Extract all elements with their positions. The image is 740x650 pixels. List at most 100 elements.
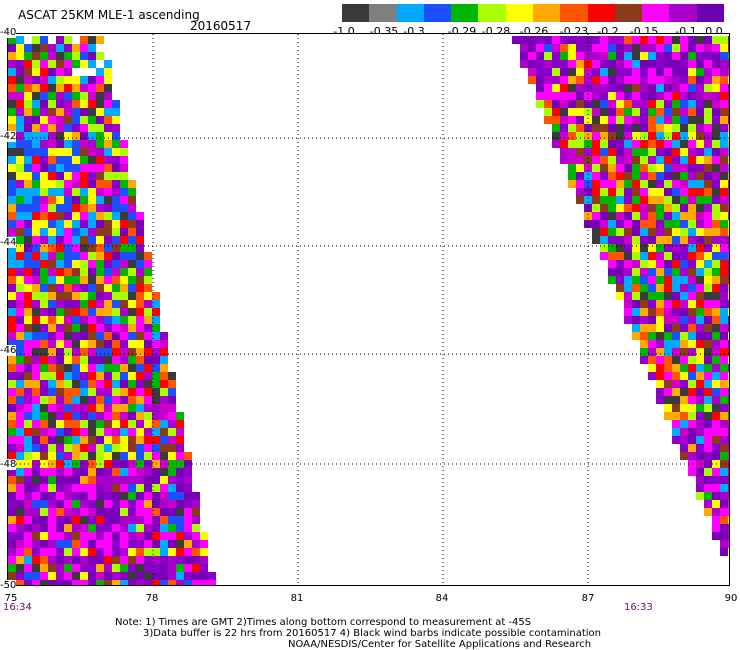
swath-cell [656, 212, 664, 220]
swath-cell [160, 540, 168, 548]
swath-cell [72, 340, 80, 348]
swath-cell [24, 572, 32, 580]
swath-cell [48, 236, 56, 244]
swath-cell [672, 292, 680, 300]
swath-cell [32, 452, 40, 460]
swath-cell [96, 148, 104, 156]
swath-cell [24, 292, 32, 300]
swath-cell [560, 52, 568, 60]
swath-cell [104, 100, 112, 108]
swath-cell [696, 340, 704, 348]
swath-cell [136, 380, 144, 388]
swath-cell [608, 204, 616, 212]
swath-cell [88, 444, 96, 452]
swath-cell [24, 484, 32, 492]
swath-cell [112, 124, 120, 132]
swath-cell [48, 412, 56, 420]
swath-cell [656, 380, 664, 388]
swath-cell [48, 148, 56, 156]
swath-cell [64, 132, 72, 140]
swath-cell [112, 284, 120, 292]
swath-cell [152, 308, 160, 316]
swath-cell [152, 380, 160, 388]
swath-cell [680, 52, 688, 60]
swath-cell [656, 356, 664, 364]
swath-cell [96, 556, 104, 564]
swath-cell [24, 180, 32, 188]
swath-cell [128, 564, 136, 572]
swath-cell [168, 436, 176, 444]
swath-cell [168, 396, 176, 404]
swath-cell [16, 324, 24, 332]
swath-cell [656, 84, 664, 92]
swath-cell [672, 244, 680, 252]
swath-cell [616, 60, 624, 68]
swath-cell [720, 84, 728, 92]
swath-cell [120, 412, 128, 420]
swath-cell [680, 148, 688, 156]
swath-cell [80, 164, 88, 172]
swath-cell [640, 100, 648, 108]
swath-cell [120, 500, 128, 508]
swath-cell [696, 396, 704, 404]
swath-cell [40, 44, 48, 52]
swath-cell [72, 244, 80, 252]
swath-cell [600, 172, 608, 180]
swath-cell [56, 508, 64, 516]
swath-cell [48, 556, 56, 564]
swath-cell [40, 220, 48, 228]
swath-cell [664, 404, 672, 412]
swath-cell [48, 404, 56, 412]
swath-cell [688, 420, 696, 428]
swath-cell [208, 572, 216, 580]
swath-cell [624, 244, 632, 252]
swath-cell [640, 188, 648, 196]
swath-cell [72, 468, 80, 476]
swath-cell [592, 116, 600, 124]
swath-cell [104, 468, 112, 476]
swath-cell [640, 308, 648, 316]
swath-cell [672, 300, 680, 308]
swath-cell [16, 396, 24, 404]
swath-cell [632, 212, 640, 220]
swath-cell [656, 236, 664, 244]
swath-cell [112, 428, 120, 436]
swath-cell [16, 164, 24, 172]
swath-cell [88, 324, 96, 332]
swath-cell [64, 428, 72, 436]
swath-cell [8, 332, 16, 340]
swath-cell [696, 260, 704, 268]
swath-cell [80, 140, 88, 148]
swath-cell [8, 180, 16, 188]
swath-cell [696, 492, 704, 500]
swath-cell [728, 476, 729, 484]
swath-cell [688, 212, 696, 220]
swath-cell [136, 548, 144, 556]
swath-cell [704, 292, 712, 300]
swath-cell [56, 540, 64, 548]
swath-cell [632, 324, 640, 332]
swath-cell [680, 244, 688, 252]
swath-cell [640, 292, 648, 300]
swath-cell [56, 364, 64, 372]
swath-cell [128, 228, 136, 236]
swath-cell [664, 396, 672, 404]
swath-cell [576, 196, 584, 204]
swath-cell [664, 124, 672, 132]
swath-cell [56, 220, 64, 228]
swath-cell [88, 572, 96, 580]
swath-cell [664, 180, 672, 188]
swath-cell [112, 484, 120, 492]
swath-cell [568, 108, 576, 116]
swath-cell [184, 572, 192, 580]
swath-cell [712, 276, 720, 284]
swath-cell [664, 220, 672, 228]
swath-cell [24, 244, 32, 252]
swath-cell [32, 276, 40, 284]
swath-cell [96, 532, 104, 540]
swath-cell [24, 52, 32, 60]
swath-cell [48, 436, 56, 444]
swath-cell [672, 116, 680, 124]
swath-cell [704, 396, 712, 404]
swath-cell [680, 84, 688, 92]
